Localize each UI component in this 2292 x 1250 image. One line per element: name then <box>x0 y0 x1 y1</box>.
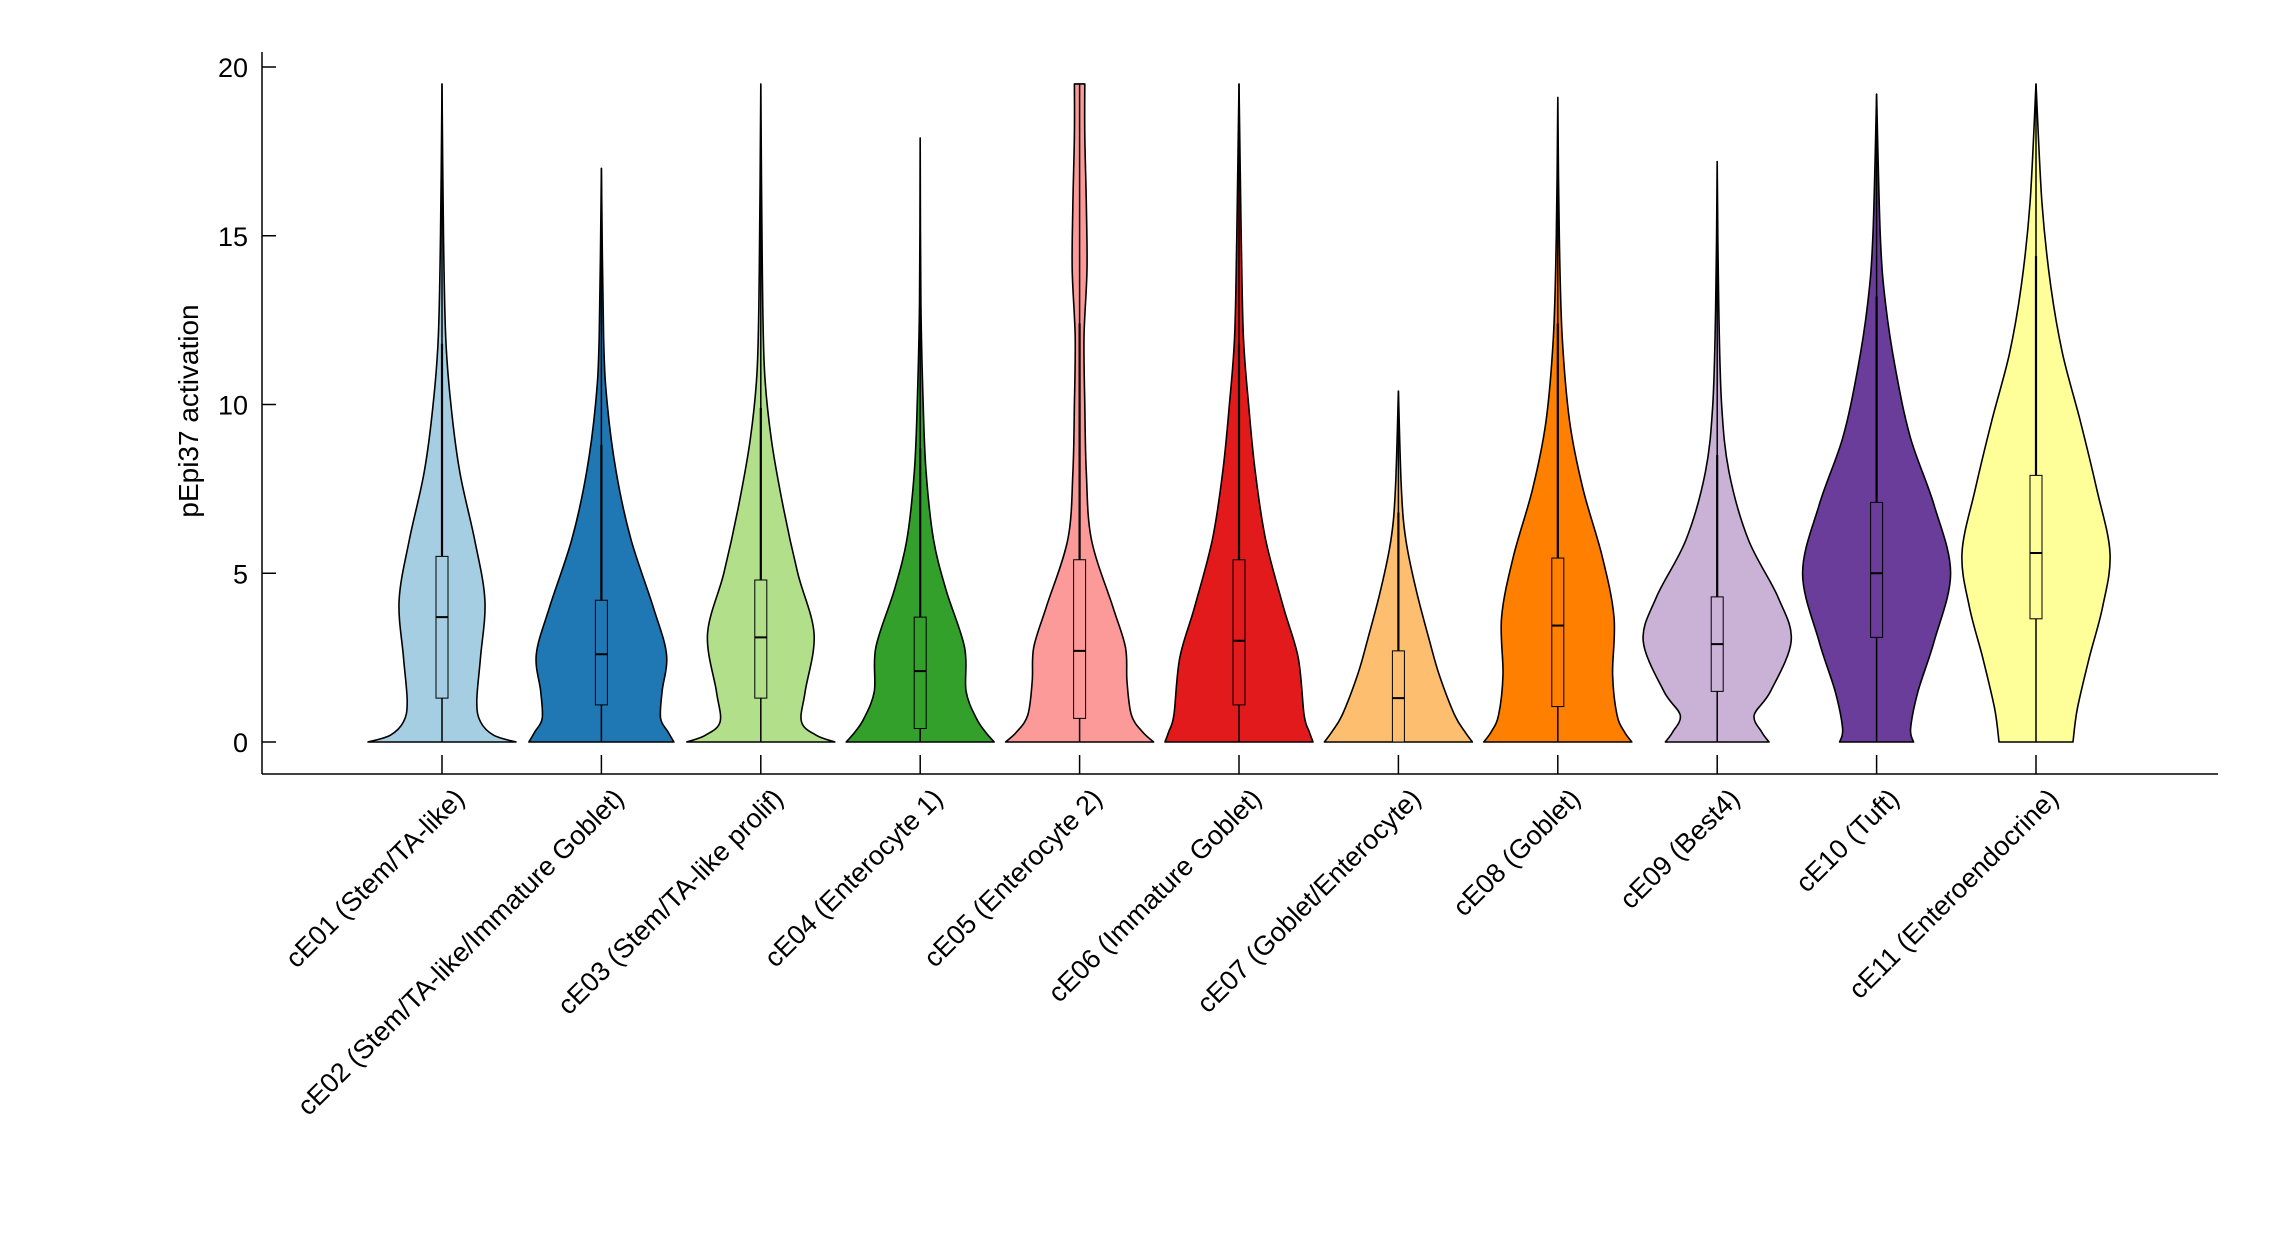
y-tick-label: 5 <box>233 559 248 589</box>
violin-box <box>435 555 449 699</box>
violin-7 <box>1323 390 1474 743</box>
x-tick-label: cE01 (Stem/TA-like) <box>280 783 471 974</box>
violin-box <box>1551 557 1565 708</box>
violin-11 <box>1961 83 2111 743</box>
violin-6 <box>1164 83 1314 743</box>
x-tick-label: cE10 (Tuft) <box>1790 783 1905 898</box>
y-ticks: 0 5 10 15 20 <box>218 53 276 758</box>
violin-box <box>1073 559 1087 719</box>
violin-2 <box>528 167 675 743</box>
violin-9 <box>1642 160 1793 743</box>
y-axis-label: pEpi37 activation <box>173 304 204 517</box>
violin-box <box>2029 474 2043 620</box>
violin-box <box>1232 559 1246 706</box>
violin-5 <box>1004 83 1155 743</box>
violin-box <box>594 599 608 706</box>
violin-3 <box>686 83 836 743</box>
violin-box <box>1870 501 1884 638</box>
violins <box>367 83 2111 743</box>
x-tick-label: cE09 (Best4) <box>1614 783 1746 915</box>
axes <box>261 52 2218 775</box>
y-tick-label: 0 <box>233 728 248 758</box>
x-tick-label: cE08 (Goblet) <box>1447 783 1586 922</box>
violin-8 <box>1483 96 1633 743</box>
y-tick-label: 20 <box>218 53 248 83</box>
violin-10 <box>1801 93 1952 743</box>
x-tick-label: cE05 (Enterocyte 2) <box>918 783 1108 973</box>
violin-box <box>1391 650 1405 743</box>
y-tick-label: 15 <box>218 222 248 252</box>
violin-box <box>913 616 927 729</box>
violin-box <box>754 579 768 699</box>
x-tick-label: cE02 (Stem/TA-like/Immature Goblet) <box>292 783 630 1121</box>
violin-1 <box>367 83 517 743</box>
y-tick-label: 10 <box>218 391 248 421</box>
x-ticks: cE01 (Stem/TA-like)cE02 (Stem/TA-like/Im… <box>280 755 2064 1121</box>
violin-4 <box>845 137 995 743</box>
x-tick-label: cE04 (Enterocyte 1) <box>758 783 948 973</box>
